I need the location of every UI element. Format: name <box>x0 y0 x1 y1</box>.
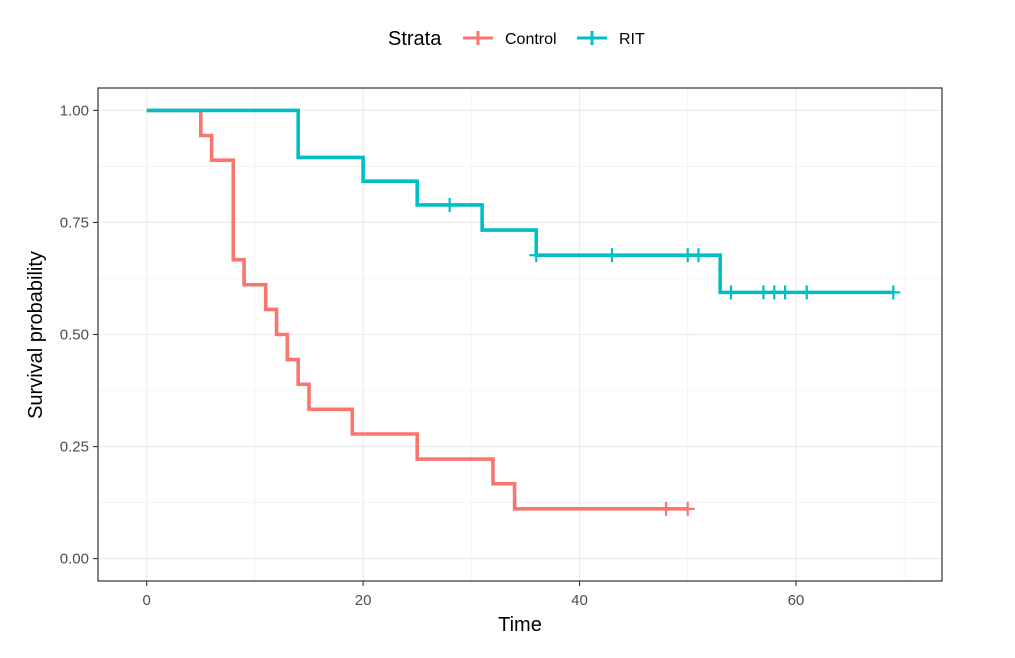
censor-mark-rit <box>442 197 457 212</box>
censor-mark-control <box>659 501 674 516</box>
axes: 0 20 40 60 0.00 0.25 0.50 0.75 1.00 <box>60 102 804 609</box>
series-layer <box>146 108 901 516</box>
censor-mark-rit <box>529 248 544 263</box>
y-tick-label: 0.50 <box>60 327 89 344</box>
censor-mark-rit <box>799 285 814 300</box>
legend-item-control: Control <box>463 31 557 48</box>
series-control <box>146 108 695 516</box>
censor-mark-rit <box>604 248 619 263</box>
censor-mark-rit <box>886 285 901 300</box>
x-tick-label: 0 <box>143 592 151 609</box>
y-tick-label: 0.00 <box>60 551 89 568</box>
y-tick-label: 0.25 <box>60 439 89 456</box>
legend: Strata Control RIT <box>388 28 645 50</box>
legend-label-rit: RIT <box>619 31 645 48</box>
y-tick-label: 1.00 <box>60 102 89 119</box>
survival-curve-rit <box>146 108 894 295</box>
x-tick-label: 60 <box>788 592 805 609</box>
censor-mark-rit <box>724 285 738 300</box>
x-axis-title: Time <box>498 614 542 636</box>
series-rit <box>146 108 901 300</box>
x-tick-label: 40 <box>571 592 588 609</box>
survival-curve-control <box>146 108 688 511</box>
x-tick-label: 20 <box>355 592 372 609</box>
censor-mark-rit <box>691 248 706 263</box>
legend-title: Strata <box>388 28 442 50</box>
y-tick-label: 0.75 <box>60 214 89 231</box>
censor-mark-rit <box>778 285 793 300</box>
legend-item-rit: RIT <box>577 31 645 48</box>
grid <box>98 88 942 581</box>
censor-mark-control <box>680 501 695 516</box>
legend-label-control: Control <box>505 31 557 48</box>
y-axis-title: Survival probability <box>25 251 47 419</box>
